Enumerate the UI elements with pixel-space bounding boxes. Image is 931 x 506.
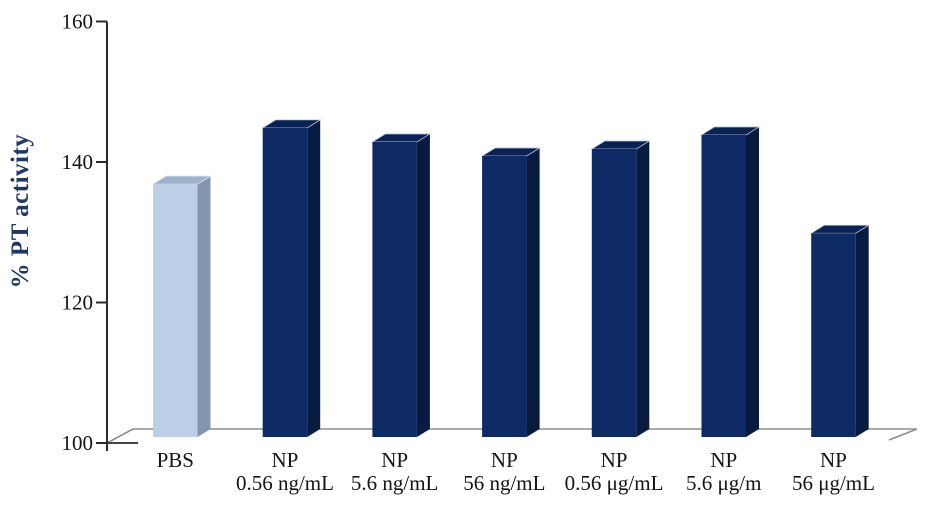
bar-front-face [482,156,527,437]
category-label-line2: 0.56 ng/mL [236,471,334,495]
floor-right-diagonal [888,428,918,441]
y-axis-title: % PT activity [7,133,34,289]
bar-front-face [591,148,637,437]
category-label-line2: 5.6 μg/m [686,471,761,495]
category-label-line2: 5.6 ng/mL [351,471,439,495]
category-label-line1: NP [491,448,518,472]
category-label-line1: PBS [157,448,194,472]
bar-side-face [197,176,211,437]
floor-left-diagonal [106,428,134,444]
bar-front-face [372,141,417,437]
y-tick-label: 100 [62,431,94,455]
category-label-line1: NP [272,448,299,472]
y-tick-label: 140 [62,150,94,174]
category-label-line1: NP [710,448,737,472]
bar-side-face [636,140,650,437]
y-tick-label: 160 [62,10,94,34]
bar-front-face [701,134,746,438]
category-label-line2: 56 μg/mL [792,471,875,495]
category-label-line1: NP [381,448,408,472]
category-label-line2: 56 ng/mL [463,471,545,495]
bar-front-face [811,233,856,437]
bar-front-face [262,127,308,438]
bar-side-face [746,126,759,438]
category-label-line2: 0.56 μg/mL [565,471,664,495]
bar-side-face [416,133,430,437]
bar-side-face [855,225,869,437]
bar-side-face [307,119,321,438]
bar-front-face [153,184,198,437]
category-label-line1: NP [820,448,847,472]
bar-side-face [526,148,540,437]
category-label-line1: NP [601,448,628,472]
y-tick-label: 120 [62,291,94,315]
